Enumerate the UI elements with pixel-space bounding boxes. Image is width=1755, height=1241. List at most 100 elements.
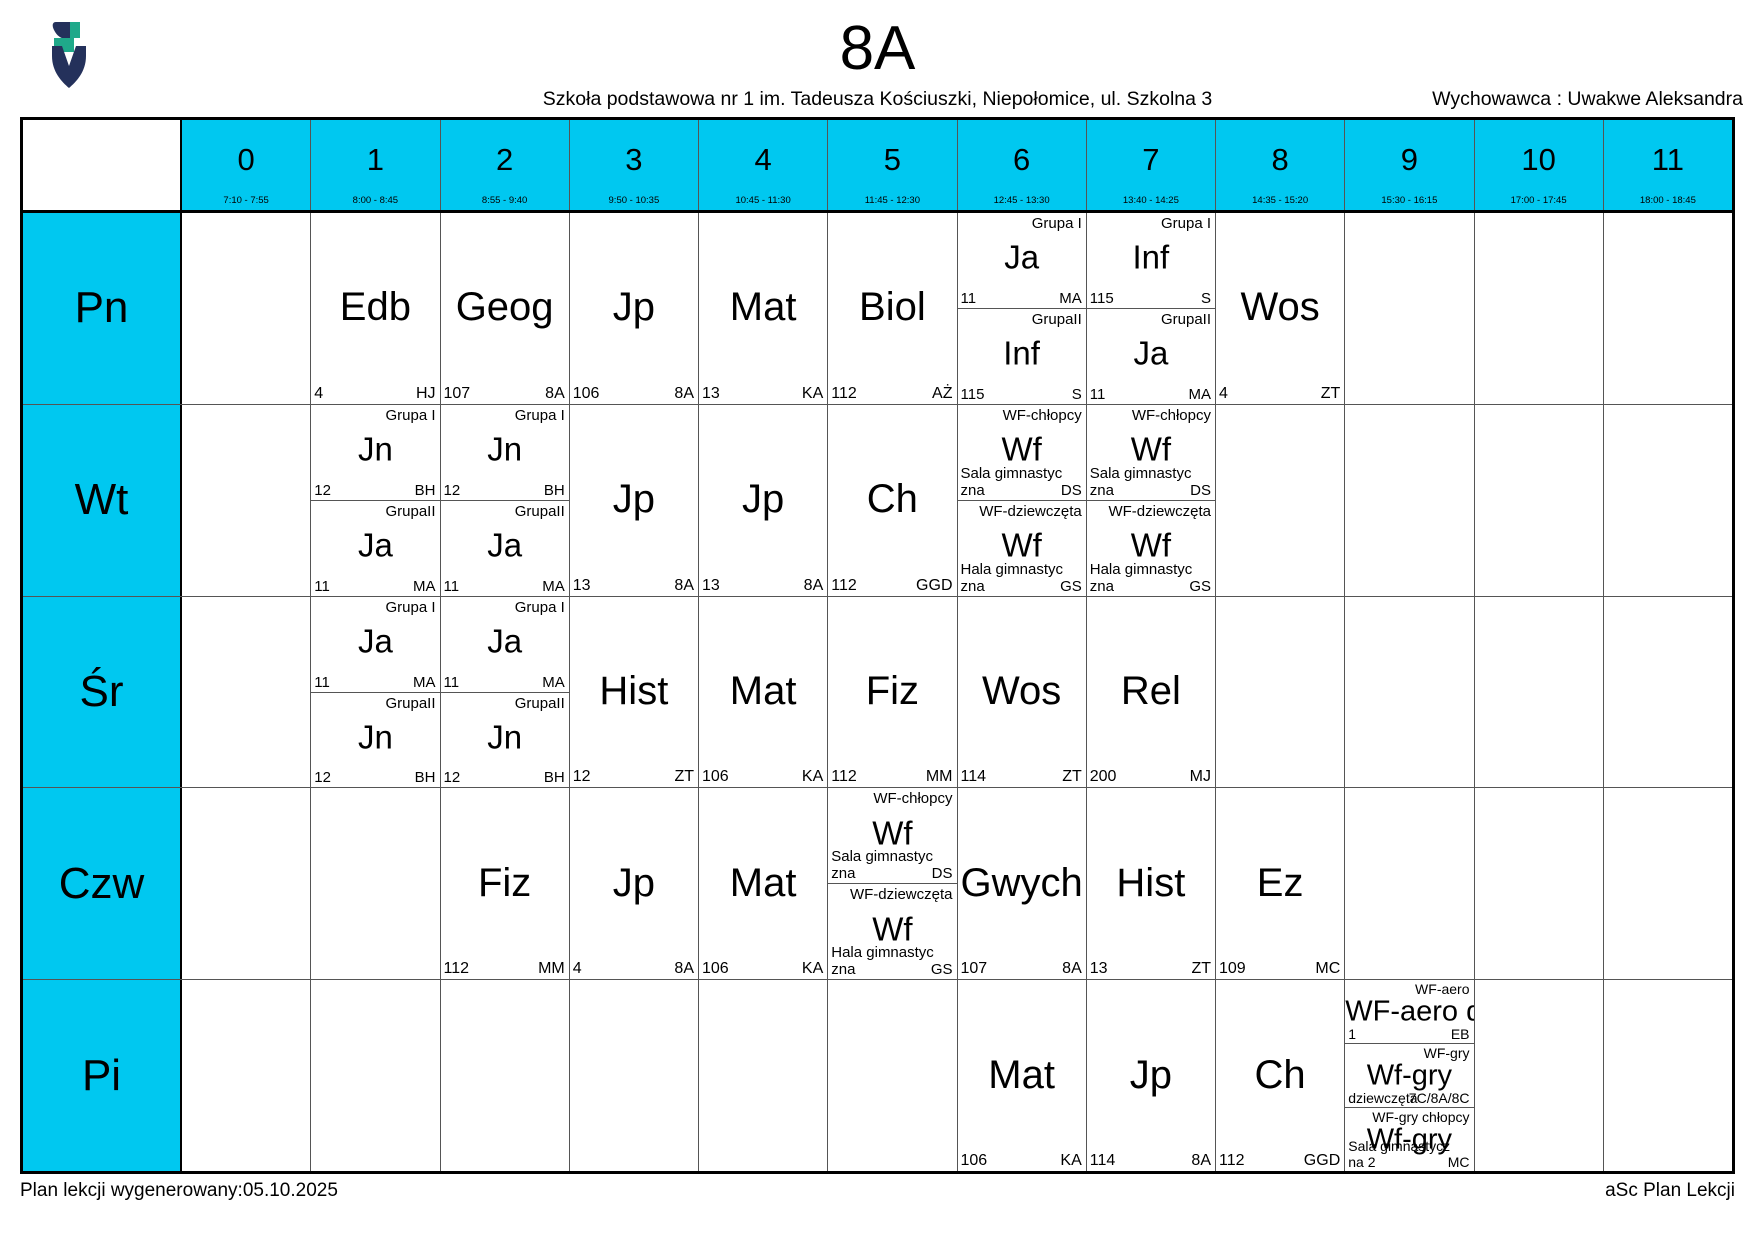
lesson-block[interactable]: Grupa I Ja 11 MA: [957, 213, 1086, 309]
timetable-cell[interactable]: Biol 112 AŻ: [828, 213, 958, 404]
timetable-cell[interactable]: Gwych 107 8A: [958, 788, 1087, 980]
lesson-block[interactable]: WF-dziewczęta Wf Hala gimnastyczna GS: [828, 884, 956, 979]
timetable-cell-empty[interactable]: [1475, 596, 1604, 788]
period-header-6[interactable]: 6 12:45 - 13:30: [957, 120, 1087, 210]
timetable-cell[interactable]: Mat 106 KA: [699, 788, 829, 980]
lesson-block[interactable]: Wos 114 ZT: [958, 597, 1086, 788]
timetable-cell-empty[interactable]: [1345, 404, 1475, 596]
timetable-cell-empty[interactable]: [441, 980, 570, 1171]
lesson-block[interactable]: Gwych 107 8A: [958, 788, 1086, 979]
lesson-block[interactable]: Jp 13 8A: [570, 405, 698, 596]
lesson-block[interactable]: Grupa I Inf 115 S: [1086, 213, 1215, 309]
timetable-cell[interactable]: WF-chłopcy Wf Sala gimnastyczna DS WF-dziewc…: [957, 404, 1087, 596]
lesson-block[interactable]: Grupa I Ja 11 MA: [440, 597, 569, 693]
lesson-block[interactable]: Hist 13 ZT: [1087, 788, 1215, 979]
lesson-block[interactable]: Jp 13 8A: [699, 405, 827, 596]
lesson-block[interactable]: Mat 106 KA: [699, 788, 827, 979]
lesson-block[interactable]: Grupa I Jn 12 BH: [440, 405, 569, 501]
timetable-cell-empty[interactable]: [1475, 980, 1604, 1171]
timetable-cell[interactable]: Grupa I Ja 11 MA GrupaII Inf 115 S: [957, 213, 1087, 404]
timetable-cell[interactable]: Grupa I Jn 12 BH GrupaII Ja 11 MA: [440, 404, 570, 596]
timetable-cell[interactable]: Mat 106 KA: [699, 596, 829, 788]
timetable-cell-empty[interactable]: [1475, 788, 1604, 980]
lesson-block[interactable]: Biol 112 AŻ: [828, 213, 956, 404]
timetable-cell-empty[interactable]: [699, 980, 829, 1171]
lesson-block[interactable]: Geog 107 8A: [441, 213, 569, 404]
lesson-block[interactable]: GrupaII Ja 11 MA: [1087, 309, 1215, 404]
lesson-block[interactable]: Mat 106 KA: [958, 980, 1086, 1171]
timetable-cell-empty[interactable]: [1216, 404, 1346, 596]
timetable-cell[interactable]: Jp 106 8A: [570, 213, 699, 404]
timetable-cell[interactable]: Wos 114 ZT: [958, 596, 1087, 788]
lesson-block[interactable]: WF-gry Wf-gry dziewczęta 7C/8A/8C: [1345, 1044, 1474, 1109]
timetable-cell[interactable]: Grupa I Jn 12 BH GrupaII Ja 11 MA: [311, 404, 441, 596]
period-header-3[interactable]: 3 9:50 - 10:35: [569, 120, 699, 210]
timetable-cell[interactable]: Grupa I Ja 11 MA GrupaII Jn 12 BH: [311, 596, 441, 788]
timetable-cell[interactable]: Ez 109 MC: [1216, 788, 1346, 980]
lesson-block[interactable]: GrupaII Jn 12 BH: [311, 693, 439, 788]
timetable-cell[interactable]: WF-chłopcy Wf Sala gimnastyczna DS WF-dziewc…: [828, 788, 958, 980]
timetable-cell-empty[interactable]: [1604, 597, 1732, 788]
lesson-block[interactable]: Mat 106 KA: [699, 597, 827, 788]
timetable-cell-empty[interactable]: [828, 980, 958, 1171]
timetable-cell[interactable]: Fiz 112 MM: [441, 788, 570, 980]
timetable-cell[interactable]: Hist 13 ZT: [1087, 788, 1216, 980]
lesson-block[interactable]: Hist 12 ZT: [570, 597, 698, 788]
timetable-cell[interactable]: Mat 13 KA: [699, 213, 829, 404]
lesson-block[interactable]: Rel 200 MJ: [1087, 597, 1215, 788]
timetable-cell-empty[interactable]: [1604, 980, 1732, 1171]
lesson-block[interactable]: Grupa I Jn 12 BH: [311, 405, 440, 501]
lesson-block[interactable]: WF-chłopcy Wf Sala gimnastyczna DS: [1086, 405, 1215, 501]
lesson-block[interactable]: WF-dziewczęta Wf Hala gimnastyczna GS: [958, 501, 1086, 596]
period-header-9[interactable]: 9 15:30 - 16:15: [1345, 120, 1475, 210]
timetable-cell-empty[interactable]: [182, 980, 312, 1171]
timetable-cell[interactable]: Rel 200 MJ: [1087, 596, 1216, 788]
timetable-cell-empty[interactable]: [182, 213, 312, 404]
lesson-block[interactable]: Ch 112 GGD: [1216, 980, 1344, 1171]
timetable-cell-empty[interactable]: [311, 788, 441, 980]
timetable-cell-empty[interactable]: [182, 596, 312, 788]
timetable-cell-empty[interactable]: [1604, 405, 1732, 596]
timetable-cell[interactable]: Edb 4 HJ: [311, 213, 441, 404]
timetable-cell-empty[interactable]: [1345, 788, 1475, 980]
timetable-cell[interactable]: Wos 4 ZT: [1216, 213, 1346, 404]
timetable-cell-empty[interactable]: [1475, 213, 1604, 404]
lesson-block[interactable]: GrupaII Ja 11 MA: [441, 501, 569, 596]
lesson-block[interactable]: GrupaII Ja 11 MA: [311, 501, 439, 596]
lesson-block[interactable]: Edb 4 HJ: [311, 213, 439, 404]
period-header-4[interactable]: 4 10:45 - 11:30: [699, 120, 829, 210]
timetable-cell[interactable]: Jp 4 8A: [570, 788, 699, 980]
timetable-cell[interactable]: Ch 112 GGD: [828, 404, 958, 596]
timetable-cell-empty[interactable]: [1345, 213, 1475, 404]
timetable-cell-empty[interactable]: [182, 404, 312, 596]
lesson-block[interactable]: WF-chłopcy Wf Sala gimnastyczna DS: [828, 788, 957, 885]
lesson-block[interactable]: Jp 114 8A: [1087, 980, 1215, 1171]
period-header-7[interactable]: 7 13:40 - 14:25: [1086, 120, 1216, 210]
timetable-cell[interactable]: Fiz 112 MM: [828, 596, 958, 788]
lesson-block[interactable]: WF-chłopcy Wf Sala gimnastyczna DS: [957, 405, 1086, 501]
timetable-cell[interactable]: Grupa I Ja 11 MA GrupaII Jn 12 BH: [440, 596, 570, 788]
timetable-cell-empty[interactable]: [1216, 596, 1346, 788]
timetable-cell-empty[interactable]: [1604, 213, 1732, 404]
timetable-cell[interactable]: Geog 107 8A: [441, 213, 570, 404]
lesson-block[interactable]: Fiz 112 MM: [828, 597, 956, 788]
lesson-block[interactable]: Ch 112 GGD: [828, 405, 956, 596]
timetable-cell[interactable]: WF-chłopcy Wf Sala gimnastyczna DS WF-dziewc…: [1086, 404, 1216, 596]
timetable-cell-empty[interactable]: [1604, 788, 1732, 979]
lesson-block[interactable]: Grupa I Ja 11 MA: [311, 597, 440, 693]
lesson-block[interactable]: Wos 4 ZT: [1216, 213, 1344, 404]
lesson-block[interactable]: Fiz 112 MM: [441, 788, 569, 979]
period-header-8[interactable]: 8 14:35 - 15:20: [1216, 120, 1346, 210]
timetable-cell[interactable]: Grupa I Inf 115 S GrupaII Ja 11 MA: [1086, 213, 1216, 404]
timetable-cell-empty[interactable]: [1475, 404, 1604, 596]
lesson-block[interactable]: GrupaII Jn 12 BH: [441, 693, 569, 788]
period-header-5[interactable]: 5 11:45 - 12:30: [828, 120, 958, 210]
timetable-cell-empty[interactable]: [1345, 596, 1475, 788]
period-header-10[interactable]: 10 17:00 - 17:45: [1474, 120, 1604, 210]
lesson-block[interactable]: Ez 109 MC: [1216, 788, 1344, 979]
timetable-cell[interactable]: Hist 12 ZT: [570, 596, 699, 788]
lesson-block[interactable]: Mat 13 KA: [699, 213, 827, 404]
lesson-block[interactable]: WF-dziewczęta Wf Hala gimnastyczna GS: [1087, 501, 1215, 596]
